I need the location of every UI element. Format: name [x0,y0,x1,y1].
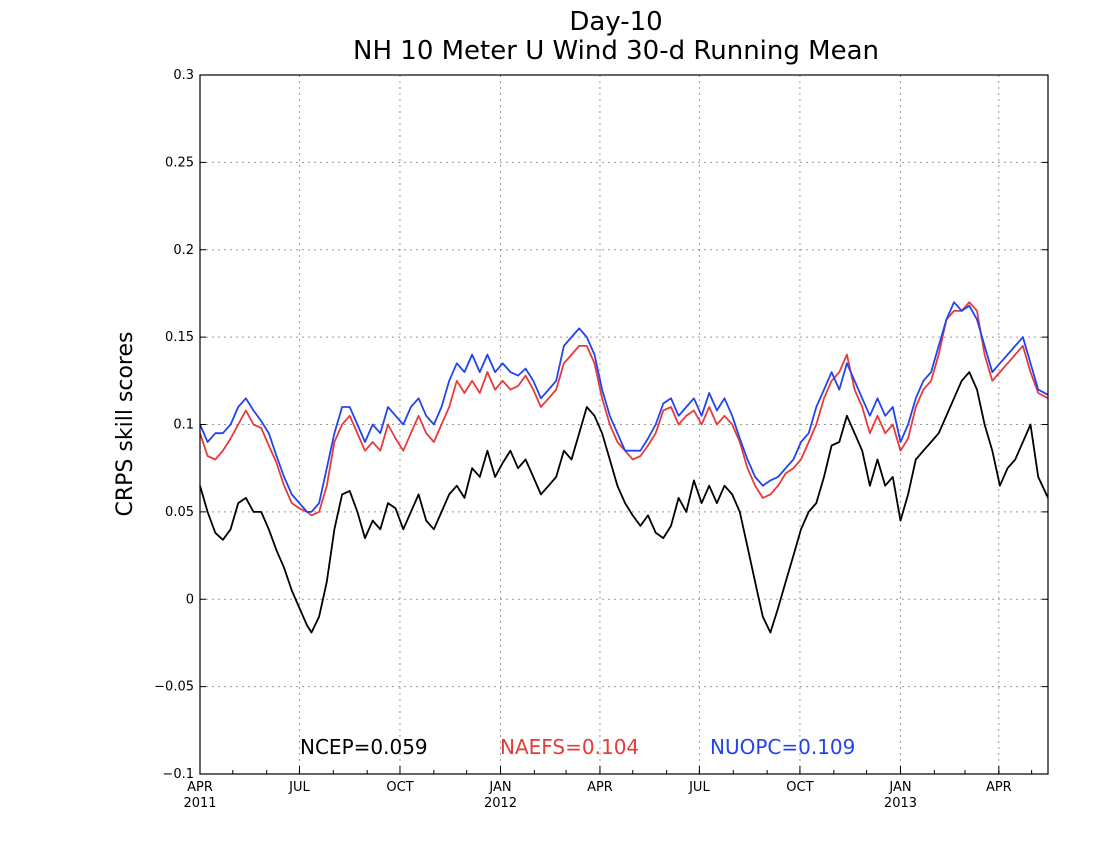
stats-legend: NCEP=0.059 NAEFS=0.104 NUOPC=0.109 [300,735,855,759]
x-tick-year-label: 2012 [484,796,517,811]
y-tick-label: 0.15 [165,330,194,345]
y-tick-label: 0.25 [165,155,194,170]
series-line-ncep [199,371,1049,634]
x-tick-label: OCT [386,780,413,795]
y-tick-label: 0.2 [173,243,194,258]
y-tick-label: 0 [186,592,194,607]
x-tick-label: APR [587,780,613,795]
x-tick-label: APR [187,780,213,795]
series-line-nuopc [199,301,1049,513]
legend-ncep-stat: NCEP=0.059 [300,735,428,759]
y-tick-label: 0.1 [173,418,194,433]
series-lines [199,301,1049,634]
x-tick-label: APR [986,780,1012,795]
y-tick-label: −0.1 [162,767,194,782]
legend-nuopc-stat: NUOPC=0.109 [710,735,855,759]
series-line-naefs [199,301,1049,517]
x-tick-label: OCT [786,780,813,795]
y-tick-label: 0.05 [165,505,194,520]
axes: −0.1−0.0500.050.10.150.20.250.3APR2011JU… [154,68,1048,811]
legend-naefs-stat: NAEFS=0.104 [500,735,639,759]
y-axis-label: CRPS skill scores [113,332,138,517]
x-tick-year-label: 2013 [884,796,917,811]
x-tick-label: JUL [288,780,310,795]
x-tick-year-label: 2011 [183,796,216,811]
y-tick-label: 0.3 [173,68,194,83]
chart-title: Day-10 [569,7,662,37]
x-tick-label: JUL [688,780,710,795]
x-tick-label: JAN [888,780,911,795]
chart-subtitle: NH 10 Meter U Wind 30-d Running Mean [353,36,879,66]
grid-lines [200,75,1048,774]
x-tick-label: JAN [488,780,511,795]
y-tick-label: −0.05 [154,680,194,695]
